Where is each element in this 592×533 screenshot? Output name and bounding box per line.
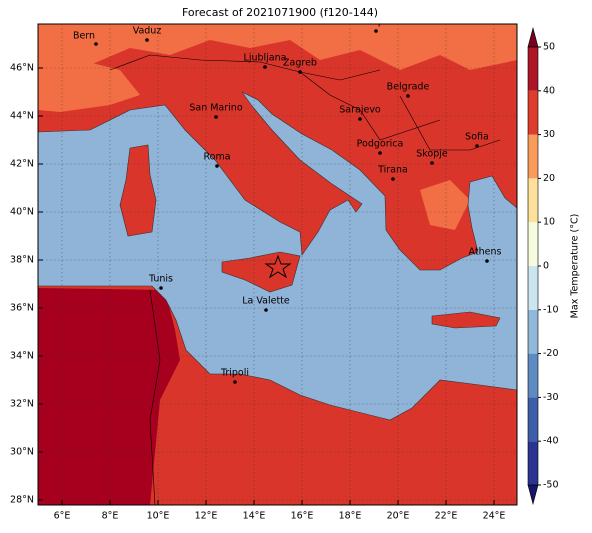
city-label: Skopje xyxy=(416,149,448,160)
borders xyxy=(109,54,501,505)
city-dot xyxy=(374,29,378,33)
colorbar-under xyxy=(527,484,539,506)
graticule xyxy=(38,24,517,505)
island xyxy=(431,311,501,329)
city-dot xyxy=(430,161,434,165)
city-label: Tripoli xyxy=(220,368,249,379)
colorbar-bin xyxy=(528,266,538,310)
city-label: Tunis xyxy=(148,274,173,285)
colorbar-over xyxy=(527,26,539,48)
city-label: Roma xyxy=(203,152,230,163)
city-dot xyxy=(233,380,237,384)
colorbar-tick-label: 30 xyxy=(543,129,555,140)
lat-tick-label: 46°N xyxy=(10,63,34,74)
city-label: Budapest xyxy=(354,17,399,28)
city-dot xyxy=(298,70,302,74)
city-dot xyxy=(485,259,489,263)
colorbar-bin xyxy=(528,47,538,91)
city-dot xyxy=(159,286,163,290)
colorbar-bin xyxy=(528,397,538,442)
colorbar-tick-label: -10 xyxy=(543,304,559,315)
city-label: Podgorica xyxy=(357,139,404,150)
lon-tick-label: 6°E xyxy=(54,511,71,522)
colorbar-tick-label: 20 xyxy=(543,173,555,184)
colorbar-tick-label: -30 xyxy=(543,392,559,403)
city-label: Ljubljana xyxy=(244,53,287,64)
city-label: San Marino xyxy=(189,103,242,114)
colorbar-label: Max Temperature (°C) xyxy=(570,214,581,319)
lat-tick-label: 40°N xyxy=(10,207,34,218)
city-dot xyxy=(475,144,479,148)
lon-tick-label: 16°E xyxy=(291,511,314,522)
lat-tick-label: 42°N xyxy=(10,159,34,170)
colorbar-tick-label: 10 xyxy=(543,217,555,228)
star-marker xyxy=(264,254,292,279)
lon-tick-label: 8°E xyxy=(102,511,119,522)
title: Forecast of 2021071900 (f120-144) xyxy=(182,6,378,19)
lon-tick-label: 22°E xyxy=(435,511,458,522)
colorbar-bin xyxy=(528,134,538,179)
city-dot xyxy=(391,177,395,181)
city-label: Zagreb xyxy=(283,58,317,69)
lat-tick-label: 38°N xyxy=(10,255,34,266)
lat-tick-label: 30°N xyxy=(10,447,34,458)
land-hot xyxy=(38,288,180,505)
colorbar-bin xyxy=(528,441,538,485)
lat-tick-label: 32°N xyxy=(10,399,34,410)
colorbar-tick-label: -50 xyxy=(543,480,559,491)
city-dot xyxy=(264,308,268,312)
city-label: Athens xyxy=(469,247,502,258)
city-label: Vaduz xyxy=(133,26,162,37)
city-dot xyxy=(215,164,219,168)
city-dot xyxy=(94,42,98,46)
lon-tick-label: 18°E xyxy=(339,511,362,522)
city-dot xyxy=(358,117,362,121)
land-warm xyxy=(38,60,140,112)
lat-tick-label: 28°N xyxy=(10,495,34,506)
colorbar-tick-label: -40 xyxy=(543,436,559,447)
colorbar-bin xyxy=(528,222,538,266)
lon-tick-label: 24°E xyxy=(483,511,506,522)
colorbar-bin xyxy=(528,90,538,135)
city-dot xyxy=(378,151,382,155)
lon-tick-label: 14°E xyxy=(243,511,266,522)
colorbar-tick-label: -20 xyxy=(543,348,559,359)
city-dot xyxy=(145,38,149,42)
city-label: Sofia xyxy=(465,132,489,143)
city-label: Tirana xyxy=(377,165,408,176)
colorbar-tick-label: 50 xyxy=(543,42,555,53)
lat-tick-label: 34°N xyxy=(10,351,34,362)
land-warm xyxy=(420,180,470,230)
lat-tick-label: 36°N xyxy=(10,303,34,314)
axis-ticks: 6°E 8°E 10°E 12°E 14°E 16°E 18°E 20°E 22°E 24°E 28… xyxy=(10,63,505,522)
colorbar-tick-label: 40 xyxy=(543,85,555,96)
colorbar: -50 -40 -30 -20 -10 0 10 20 30 40 50 xyxy=(527,26,559,506)
colorbar-bin xyxy=(528,178,538,223)
colorbar-tick-label: 0 xyxy=(543,261,549,272)
city-label: Belgrade xyxy=(387,82,430,93)
lon-tick-label: 20°E xyxy=(387,511,410,522)
city-dot xyxy=(406,94,410,98)
island xyxy=(119,144,157,237)
city-dot xyxy=(214,115,218,119)
city-label: La Valette xyxy=(242,296,290,307)
lat-tick-label: 44°N xyxy=(10,111,34,122)
lon-tick-label: 12°E xyxy=(195,511,218,522)
land-warm xyxy=(38,24,517,70)
city-label: Bern xyxy=(73,31,95,42)
map-frame xyxy=(37,23,518,506)
colorbar-bin xyxy=(528,309,538,354)
lon-tick-label: 10°E xyxy=(147,511,170,522)
city-label: Sarajevo xyxy=(339,105,381,116)
city-dot xyxy=(263,65,267,69)
colorbar-bin xyxy=(528,353,538,398)
